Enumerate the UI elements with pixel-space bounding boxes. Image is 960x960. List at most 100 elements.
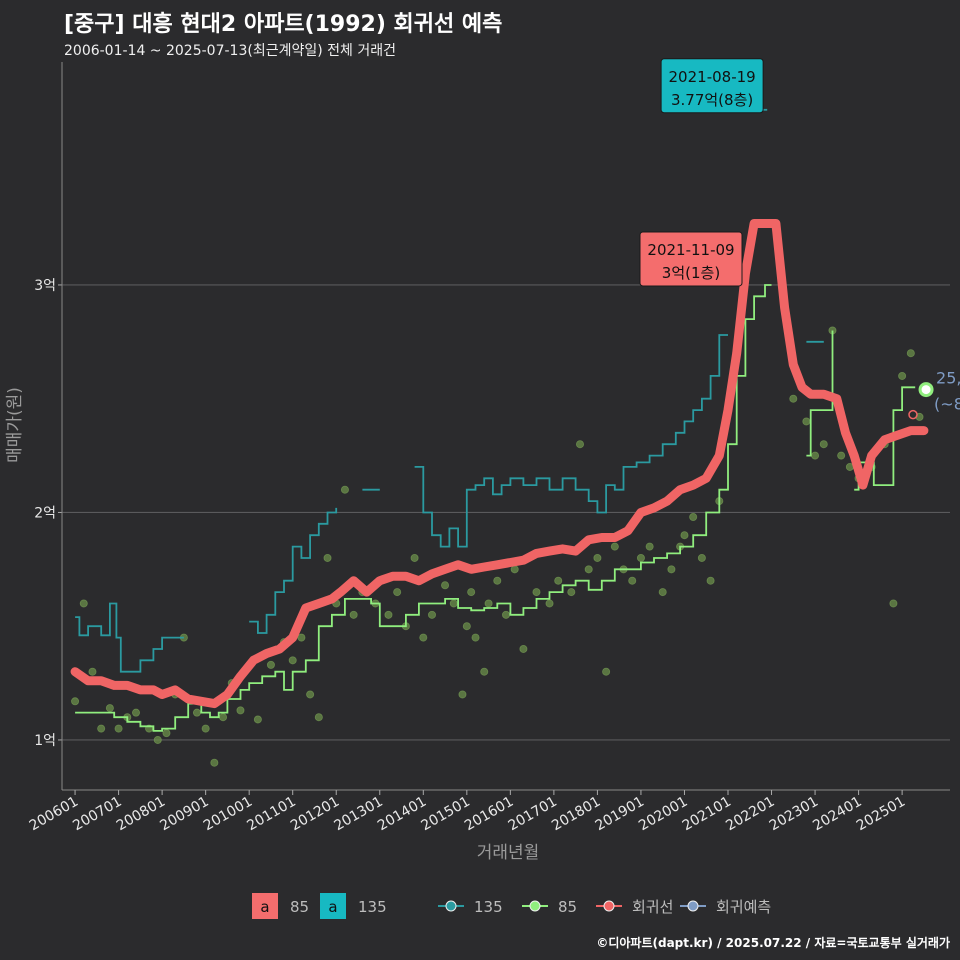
y-axis-label: 매매가(원) <box>5 387 25 463</box>
trade-dot <box>153 735 162 744</box>
x-tick-label: 202101 <box>680 794 734 835</box>
legend-marker <box>603 900 615 912</box>
legend-label: 회귀예측 <box>716 898 771 916</box>
trade-dot <box>554 576 563 585</box>
legend-label: 85 <box>558 898 577 916</box>
chart-title: [중구] 대흥 현대2 아파트(1992) 회귀선 예측 <box>64 12 503 37</box>
x-tick-label: 201101 <box>244 794 298 835</box>
trade-dot <box>837 451 846 460</box>
trade-dot <box>697 553 706 562</box>
trade-dot <box>114 724 123 733</box>
trade-dot <box>192 708 201 717</box>
trade-dot <box>393 588 402 597</box>
callout-135: 2021-08-19 3.77억(8층) <box>660 58 764 114</box>
trade-dot <box>71 697 80 706</box>
legend-swatch-letter: a <box>260 898 269 916</box>
source-caption: ©디아파트(dapt.kr) / 2025.07.22 / 자료=국토교통부 실… <box>596 936 950 950</box>
x-tick-label: 201501 <box>419 794 473 835</box>
trade-dot <box>306 690 315 699</box>
trade-dot <box>567 588 576 597</box>
trade-dot <box>458 690 467 699</box>
x-tick-label: 202501 <box>854 794 908 835</box>
trade-dot <box>314 713 323 722</box>
legend-swatch-letter: a <box>328 898 337 916</box>
trade-dot <box>889 599 898 608</box>
callout-value: 3.77억(8층) <box>671 91 753 109</box>
legend-marker <box>529 900 541 912</box>
trade-dot <box>480 667 489 676</box>
x-tick-label: 201301 <box>331 794 385 835</box>
x-tick-label: 201901 <box>593 794 647 835</box>
x-tick-label: 201401 <box>375 794 429 835</box>
x-tick-label: 200701 <box>70 794 124 835</box>
trade-dot <box>802 417 811 426</box>
trade-dot <box>667 565 676 574</box>
trade-dot <box>898 371 907 380</box>
callout-85: 2021-11-09 3억(1층) <box>639 231 743 287</box>
x-tick-label: 201801 <box>549 794 603 835</box>
x-tick-label: 200601 <box>27 794 81 835</box>
x-tick-label: 202001 <box>636 794 690 835</box>
trade-dot <box>510 565 519 574</box>
recent-marker <box>908 409 918 420</box>
trade-dot <box>384 610 393 619</box>
grid-lines <box>62 284 950 741</box>
trade-dot <box>419 633 428 642</box>
legend: a 85 a 135 135 85 회귀선 회귀예측 <box>252 893 771 919</box>
y-tick-label: 2억 <box>34 505 56 521</box>
trade-dot <box>680 531 689 540</box>
trade-dot <box>266 660 275 669</box>
series-85-line <box>75 284 772 732</box>
trade-dot <box>323 553 332 562</box>
y-tick-label: 3억 <box>34 278 56 294</box>
legend-marker <box>687 900 699 912</box>
chart-subtitle: 2006-01-14 ~ 2025-07-13(최근계약일) 전체 거래건 <box>64 43 396 59</box>
x-axis-label: 거래년월 <box>477 843 540 863</box>
legend-swatch <box>252 893 278 919</box>
series-lines: 25,400 (~85㎡) <box>70 108 960 732</box>
x-tick-label: 200801 <box>114 794 168 835</box>
callout-date: 2021-11-09 <box>647 241 734 259</box>
trade-dot <box>441 581 450 590</box>
trade-dot <box>79 599 88 608</box>
x-tick-label: 201001 <box>201 794 255 835</box>
trade-dot <box>349 610 358 619</box>
prediction-value: 25,400 <box>936 369 960 388</box>
callouts: 2021-08-19 3.77억(8층) 2021-11-09 3억(1층) <box>639 58 764 287</box>
legend-label: 85 <box>290 898 309 916</box>
trade-dot <box>288 656 297 665</box>
trade-dot <box>501 610 510 619</box>
trade-dot <box>210 758 219 767</box>
legend-marker <box>445 900 457 912</box>
series-135-line <box>414 334 728 548</box>
prediction-point <box>918 382 934 398</box>
x-tick-label: 202301 <box>767 794 821 835</box>
legend-label: 회귀선 <box>632 898 673 916</box>
trade-dot <box>811 451 820 460</box>
y-tick-label: 1억 <box>34 733 56 749</box>
trade-dot <box>576 440 585 449</box>
trade-dot <box>162 729 171 738</box>
regression-line <box>70 219 929 709</box>
x-tick-label: 200901 <box>157 794 211 835</box>
callout-date: 2021-08-19 <box>669 68 756 86</box>
trade-dot <box>532 588 541 597</box>
prediction-area: (~85㎡) <box>934 395 960 414</box>
trade-dot <box>789 394 798 403</box>
trade-dot <box>105 704 114 713</box>
trade-dot <box>484 599 493 608</box>
trade-dot <box>493 576 502 585</box>
trade-dot <box>593 553 602 562</box>
trade-dot <box>545 599 554 608</box>
trade-dot <box>628 576 637 585</box>
legend-label: 135 <box>474 898 503 916</box>
trade-dot <box>645 542 654 551</box>
trade-dot <box>519 644 528 653</box>
trade-dot <box>471 633 480 642</box>
legend-label: 135 <box>358 898 387 916</box>
series-135-line <box>75 602 184 673</box>
callout-box <box>639 231 743 287</box>
trade-dot <box>467 588 476 597</box>
x-tick-label: 202401 <box>810 794 864 835</box>
